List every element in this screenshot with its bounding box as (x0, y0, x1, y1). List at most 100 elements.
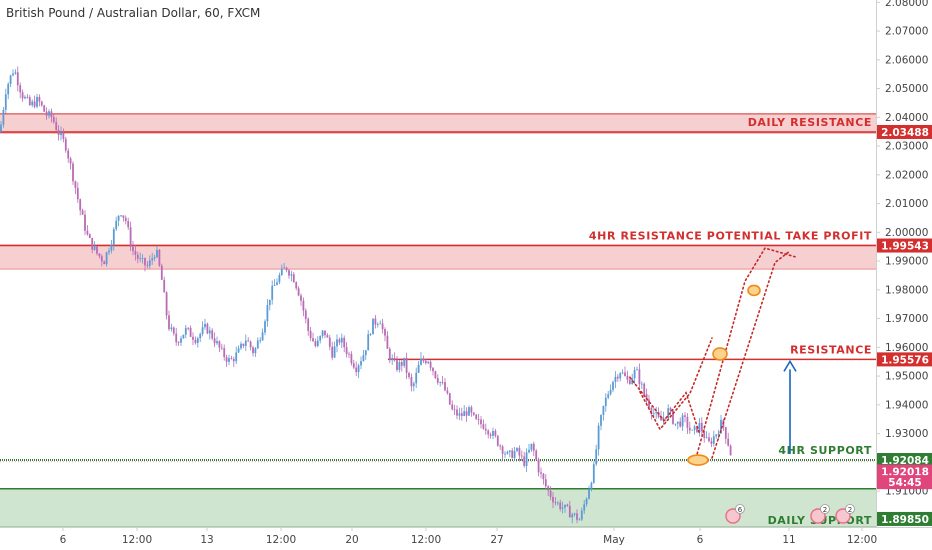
candle-body (441, 381, 444, 383)
candle-body (14, 72, 17, 74)
candle-body (489, 434, 492, 436)
candle-body (156, 249, 158, 258)
candle-body (120, 215, 122, 217)
candle-body (321, 330, 324, 336)
zone-label: DAILY RESISTANCE (748, 116, 872, 129)
y-tick-label: 2.03000 (885, 141, 928, 153)
candle-body (84, 214, 86, 231)
y-tick-label: 1.93000 (885, 428, 928, 440)
candle-body (652, 413, 655, 415)
candle-body (132, 246, 134, 252)
candle-body (520, 455, 523, 457)
candle-body (475, 414, 478, 420)
candle-body (170, 327, 173, 330)
candle-body (708, 437, 710, 442)
y-tick-label: 2.07000 (885, 26, 928, 38)
candle-body (480, 419, 482, 425)
candle-body (64, 138, 67, 151)
candle-body (379, 323, 382, 325)
candle-body (218, 341, 221, 348)
candle-body (240, 343, 242, 349)
candle-body (228, 358, 230, 362)
candle-body (508, 450, 511, 452)
candle-body (208, 330, 211, 334)
candle-body (24, 96, 26, 99)
candle-body (163, 279, 166, 293)
candle-body (146, 265, 149, 267)
candle-body (292, 274, 295, 283)
y-tick-label: 2.08000 (885, 0, 928, 9)
candle-body (88, 234, 91, 238)
candle-body (619, 373, 622, 379)
candle-body (160, 265, 163, 280)
candle-body (357, 365, 360, 373)
candle-body (256, 340, 259, 349)
candle-body (460, 413, 463, 417)
candle-body (21, 92, 24, 99)
candle-body (403, 357, 406, 366)
candle-body (48, 111, 50, 116)
x-tick-label: 12:00 (847, 534, 877, 546)
candle-body (712, 436, 715, 444)
candle-body (360, 361, 362, 366)
candle-body (28, 97, 31, 106)
candle-body (681, 415, 684, 427)
x-tick-label: 27 (490, 534, 503, 546)
candle-body (276, 282, 278, 285)
badge-count: 6 (738, 506, 743, 514)
candle-body (297, 288, 300, 296)
candle-body (588, 489, 590, 499)
candle-body (326, 335, 329, 338)
candle-body (400, 362, 403, 366)
event-badge: 2 (810, 504, 830, 524)
candle-body (609, 389, 612, 395)
candle-body (115, 220, 118, 230)
candle-body (643, 383, 646, 395)
candle-body (624, 372, 626, 377)
candle-body (259, 340, 262, 342)
y-tick-label: 2.05000 (885, 83, 928, 95)
candle-body (374, 318, 377, 325)
candle-body (86, 230, 89, 235)
zone-band (0, 113, 876, 134)
candle-body (187, 327, 190, 329)
zone-band (0, 245, 876, 270)
candle-body (67, 150, 70, 159)
candle-body (532, 443, 535, 451)
candle-body (655, 412, 658, 414)
candle-body (331, 346, 334, 358)
y-tick-label: 1.95000 (885, 371, 928, 383)
candle-body (391, 358, 394, 361)
candle-body (583, 504, 586, 511)
candle-body (204, 323, 206, 328)
candle-body (628, 379, 631, 384)
price-tag-daily-resistance (877, 124, 932, 139)
candle-body (38, 96, 41, 102)
candle-body (547, 486, 550, 491)
candle-body (684, 415, 686, 417)
candle-body (648, 399, 650, 408)
pattern-marker (687, 454, 709, 466)
candle-body (268, 299, 271, 306)
candle-body (544, 479, 547, 487)
candle-body (679, 421, 682, 427)
projection-path (629, 376, 701, 436)
badge-dot (820, 504, 830, 514)
candle-body (506, 451, 509, 454)
y-tick-label: 2.00000 (885, 227, 928, 239)
candle-body (388, 348, 391, 361)
candle-body (528, 449, 530, 453)
candle-body (607, 394, 610, 398)
candle-body (436, 378, 439, 383)
candle-body (199, 333, 202, 339)
candle-body (9, 75, 12, 84)
candle-body (446, 390, 449, 394)
price-tag-4hr-resistance-text: 1.99543 (881, 241, 929, 253)
candle-body (93, 246, 96, 250)
level-label: 4HR SUPPORT (778, 444, 872, 457)
candle-body (621, 372, 624, 374)
candle-body (249, 341, 252, 348)
candle-body (568, 505, 571, 518)
candle-body (501, 446, 504, 454)
